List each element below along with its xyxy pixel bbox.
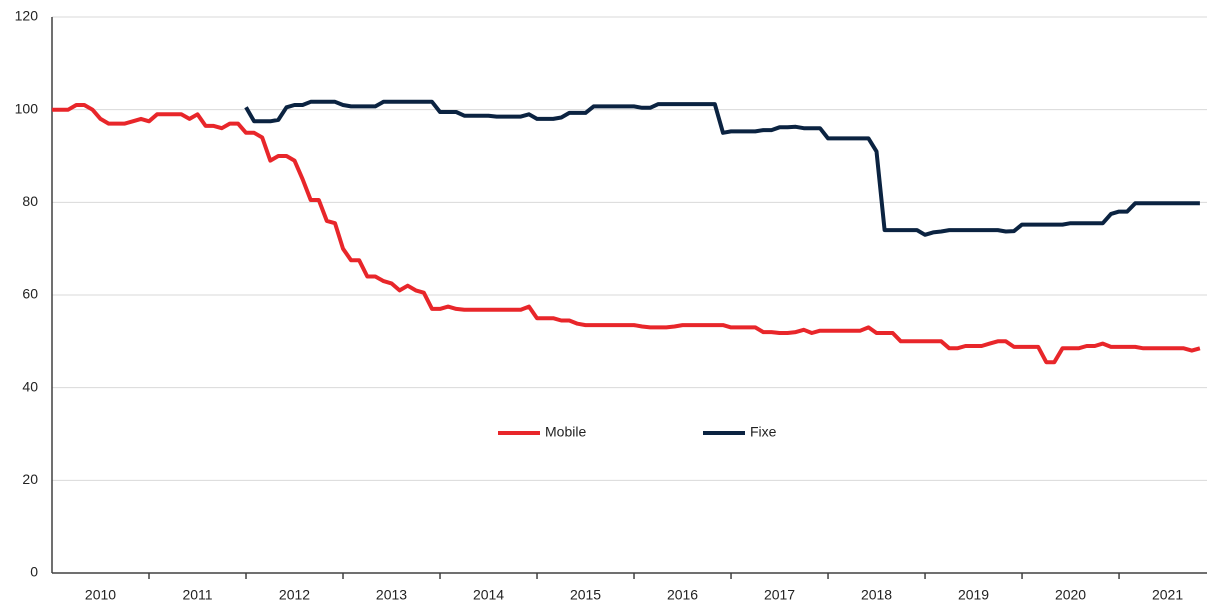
series-line [244,99,1200,237]
x-tick-label: 2012 [279,587,310,603]
x-tick-label: 2015 [570,587,601,603]
y-tick-label: 0 [30,564,38,580]
x-tick-label: 2020 [1055,587,1086,603]
x-tick-label: 2016 [667,587,698,603]
y-tick-label: 60 [22,286,38,302]
x-tick-label: 2011 [182,587,212,603]
y-tick-label: 40 [22,378,38,394]
y-tick-label: 20 [22,471,38,487]
y-tick-label: 120 [15,8,39,24]
x-tick-label: 2018 [861,587,892,603]
x-tick-label: 2013 [376,587,407,603]
legend-label: Fixe [750,424,777,440]
x-tick-label: 2017 [764,587,795,603]
x-tick-label: 2021 [1152,587,1183,603]
legend-label: Mobile [545,424,586,440]
series-line [52,103,1201,365]
y-tick-label: 80 [22,193,38,209]
x-tick-label: 2019 [958,587,989,603]
x-tick-label: 2010 [85,587,116,603]
x-tick-label: 2014 [473,587,504,603]
y-tick-label: 100 [15,100,39,116]
